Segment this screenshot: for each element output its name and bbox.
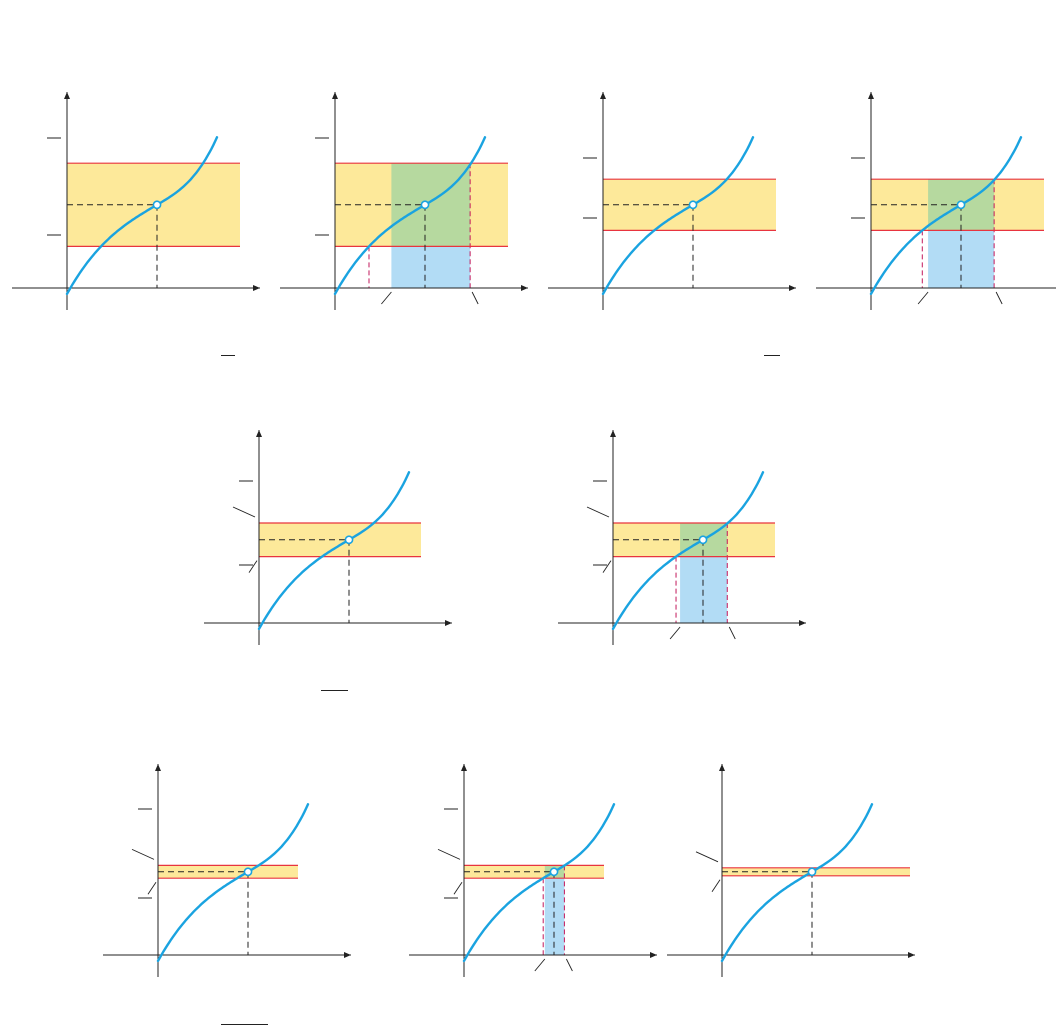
- panel-2b: [558, 430, 806, 645]
- panel-1b: [280, 92, 528, 310]
- epsilon-pointer-top: [232, 506, 256, 518]
- limit-point: [807, 867, 817, 877]
- x-axis-arrow: [789, 285, 796, 291]
- fraction-bar: [221, 355, 235, 356]
- interval-pointer-left: [669, 626, 681, 640]
- function-curve: [601, 136, 755, 296]
- limit-point: [420, 200, 430, 210]
- limit-point: [956, 200, 966, 210]
- function-curve: [462, 803, 616, 963]
- function-curve: [720, 803, 874, 963]
- epsilon-pointer-top: [586, 506, 610, 518]
- panel-1a: [12, 92, 260, 310]
- epsilon-pointer-bottom: [602, 560, 612, 573]
- x-axis-arrow: [799, 620, 806, 626]
- interval-pointer-left: [381, 291, 392, 305]
- function-curve: [156, 803, 310, 963]
- function-curve: [257, 471, 411, 631]
- interval-pointer-left: [534, 958, 546, 972]
- y-axis-arrow: [719, 764, 725, 771]
- y-axis-arrow: [868, 92, 874, 99]
- x-axis-arrow: [521, 285, 528, 291]
- y-axis-arrow: [155, 764, 161, 771]
- x-axis-arrow: [908, 952, 915, 958]
- epsilon-pointer-top: [131, 848, 155, 860]
- y-axis-arrow: [461, 764, 467, 771]
- interval-pointer-left: [917, 291, 929, 305]
- y-axis-arrow: [610, 430, 616, 437]
- delta-interval: [544, 878, 565, 955]
- epsilon-pointer-top: [695, 851, 719, 863]
- epsilon-pointer-top: [437, 848, 461, 860]
- epsilon-pointer-bottom: [147, 881, 157, 895]
- limit-point: [688, 200, 698, 210]
- y-axis-arrow: [332, 92, 338, 99]
- x-axis-arrow: [445, 620, 452, 626]
- panel-3c: [667, 764, 915, 977]
- epsilon-pointer-bottom: [711, 879, 721, 893]
- panel-3a: [103, 764, 351, 977]
- epsilon-pointer-bottom: [248, 560, 258, 573]
- panel-2a: [204, 430, 452, 645]
- interval-pointer-right: [471, 291, 479, 305]
- overlap-region: [391, 163, 471, 247]
- fraction-bar: [221, 1024, 268, 1025]
- function-curve: [65, 136, 219, 296]
- delta-interval: [680, 556, 728, 623]
- delta-interval: [391, 246, 471, 288]
- fraction-bar: [764, 355, 780, 356]
- function-curve: [333, 136, 487, 296]
- y-axis-arrow: [600, 92, 606, 99]
- x-axis-arrow: [650, 952, 657, 958]
- fraction-bar: [321, 690, 348, 691]
- limit-point: [243, 867, 253, 877]
- function-curve: [869, 136, 1023, 296]
- panel-1c: [548, 92, 796, 310]
- interval-pointer-right: [565, 958, 573, 972]
- x-axis-arrow: [344, 952, 351, 958]
- limit-point: [549, 867, 559, 877]
- interval-pointer-right: [995, 291, 1003, 305]
- panel-1d: [816, 92, 1056, 310]
- y-axis-arrow: [64, 92, 70, 99]
- x-axis-arrow: [253, 285, 260, 291]
- limit-point: [698, 535, 708, 545]
- limit-point: [344, 535, 354, 545]
- panel-3b: [409, 764, 657, 977]
- limit-point: [152, 200, 162, 210]
- y-axis-arrow: [256, 430, 262, 437]
- function-curve: [611, 471, 765, 631]
- epsilon-pointer-bottom: [453, 881, 463, 895]
- interval-pointer-right: [728, 626, 736, 640]
